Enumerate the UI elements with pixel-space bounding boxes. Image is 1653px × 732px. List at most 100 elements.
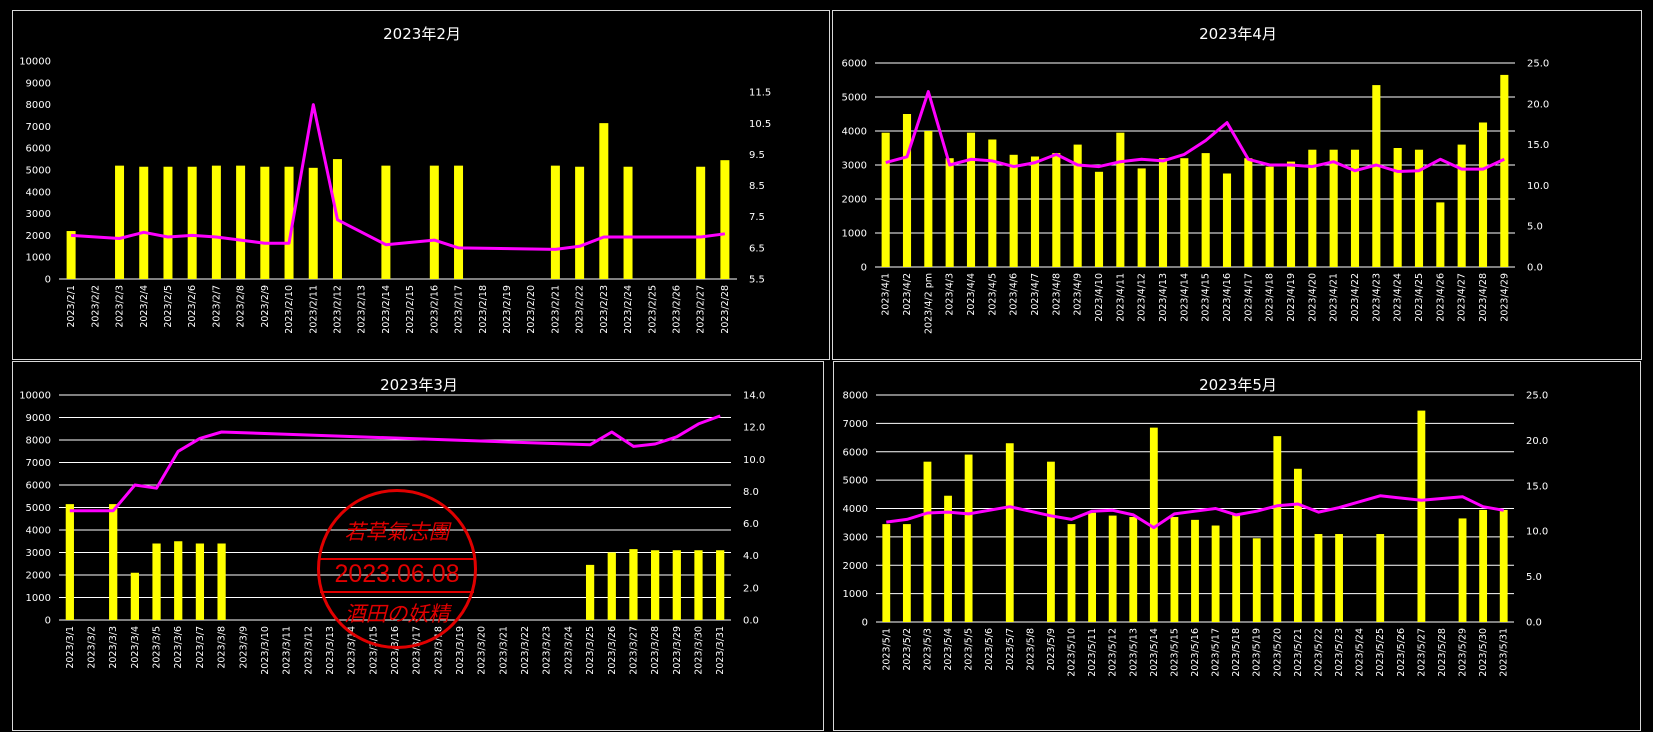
x-tick-label: 2023/4/20	[1307, 273, 1318, 322]
x-tick-label: 2023/5/11	[1087, 628, 1098, 677]
y-left-tick-label: 0	[45, 275, 51, 286]
x-tick-label: 2023/4/4	[966, 273, 977, 316]
x-tick-label: 2023/3/21	[498, 626, 509, 675]
x-tick-label: 2023/2/11	[308, 285, 319, 334]
x-tick-label: 2023/5/1	[881, 628, 892, 671]
bar	[550, 165, 560, 279]
chart-apr: 2023年4月 0 1000 2000 3000 4000 5000 6000 0.0 5.0 10…	[842, 25, 1550, 334]
bar	[966, 132, 976, 267]
x-tick-label: 2023/3/22	[520, 626, 531, 675]
x-tick-label: 2023/2/24	[623, 285, 634, 334]
x-tick-label: 2023/4/28	[1478, 273, 1489, 322]
bar	[1094, 171, 1104, 267]
y-left-tick-label: 0	[45, 616, 51, 627]
y-right-tick-label: 0.0	[743, 616, 759, 627]
x-tick-label: 2023/2/6	[187, 285, 198, 328]
x-tick-label: 2023/3/5	[152, 626, 163, 669]
x-tick-label: 2023/4/29	[1499, 273, 1510, 322]
y-right-tick-label: 6.5	[749, 243, 765, 254]
bar	[1232, 514, 1241, 622]
bar	[651, 550, 660, 620]
bar	[1273, 436, 1282, 622]
y-right-tick-label: 12.0	[743, 423, 765, 434]
y-right-tick-label: 25.0	[1526, 391, 1548, 402]
stamp-band	[320, 558, 474, 593]
x-tick-label: 2023/5/15	[1169, 628, 1180, 677]
bar	[1457, 144, 1466, 267]
x-tick-label: 2023/4/12	[1137, 273, 1148, 322]
y-left-tick-label: 10000	[19, 57, 51, 68]
x-tick-label: 2023/4/16	[1222, 273, 1233, 322]
bar	[1293, 468, 1302, 622]
bar	[599, 123, 609, 279]
x-tick-label: 2023/2/17	[454, 285, 465, 334]
bar	[1286, 161, 1296, 267]
y-left-tick-label: 4000	[26, 526, 51, 537]
x-tick-label: 2023/2/9	[260, 285, 271, 328]
x-tick-label: 2023/3/19	[455, 626, 466, 675]
y-left-tick-label: 1000	[26, 253, 51, 264]
x-tick-label: 2023/5/25	[1375, 628, 1386, 677]
y-right-tick-label: 8.0	[743, 487, 759, 498]
bar	[716, 550, 725, 620]
chart-may: 2023年5月 0 1000 2000 3000 4000 5000 6000 7000 8000…	[843, 376, 1549, 677]
bar	[1458, 518, 1467, 622]
bar	[1180, 158, 1189, 267]
x-tick-label: 2023/3/23	[542, 626, 553, 675]
bar	[1158, 158, 1168, 267]
bar	[260, 166, 270, 279]
bar	[1478, 122, 1488, 267]
x-tick-label: 2023/4/19	[1286, 273, 1297, 322]
bar	[694, 550, 703, 620]
y-right-tick-label: 10.0	[743, 455, 765, 466]
y-right-tick-label: 25.0	[1527, 59, 1549, 70]
bar	[163, 166, 173, 279]
bar	[66, 231, 76, 279]
x-tick-label: 2023/3/7	[195, 626, 206, 669]
x-tick-label: 2023/4/22	[1350, 273, 1361, 322]
bar	[720, 160, 730, 279]
x-tick-label: 2023/3/10	[260, 626, 271, 675]
x-tick-label: 2023/3/15	[368, 626, 379, 675]
series-line	[69, 414, 721, 513]
x-tick-label: 2023/3/17	[412, 626, 423, 675]
bar	[945, 158, 954, 267]
x-tick-label: 2023/4/18	[1265, 273, 1276, 322]
y-left-tick-label: 6000	[26, 144, 51, 155]
bar	[115, 165, 125, 279]
x-tick-label: 2023/2/27	[696, 285, 707, 334]
x-tick-label: 2023/3/31	[715, 626, 726, 675]
x-tick-label: 2023/5/23	[1334, 628, 1345, 677]
bar	[139, 166, 149, 279]
y-left-tick-label: 0	[861, 263, 867, 274]
bar	[1308, 149, 1317, 267]
y-right-tick-label: 6.0	[743, 519, 759, 530]
y-left-tick-label: 3000	[842, 161, 867, 172]
x-tick-label: 2023/2/1	[66, 285, 77, 328]
stamp-date: 2023.06.08	[334, 560, 460, 588]
x-tick-label: 2023/4/8	[1051, 273, 1062, 316]
bar	[1436, 202, 1445, 267]
bar	[1222, 173, 1232, 267]
bar	[1350, 149, 1360, 267]
y-left-tick-label: 5000	[843, 476, 868, 487]
x-tick-label: 2023/2/3	[115, 285, 126, 328]
y-right-tick-label: 4.0	[743, 551, 759, 562]
bar	[902, 114, 912, 267]
x-tick-label: 2023/2/8	[236, 285, 247, 328]
x-tick-label: 2023/2/23	[599, 285, 610, 334]
x-tick-label: 2023/2/28	[720, 285, 731, 334]
x-tick-label: 2023/4/25	[1414, 273, 1425, 322]
x-tick-label: 2023/2/26	[671, 285, 682, 334]
y-right-tick-label: 9.5	[749, 150, 765, 161]
x-tick-label: 2023/4/10	[1094, 273, 1105, 322]
bar	[284, 166, 294, 279]
bar	[623, 166, 633, 279]
chart-panel-feb: 2023年2月 0 1000 2000 3000 4000 5000 6000 7000 8000…	[12, 10, 830, 360]
x-tick-label: 2023/3/28	[650, 626, 661, 675]
bar	[1170, 517, 1179, 622]
x-tick-label: 2023/3/1	[65, 626, 76, 669]
bar	[308, 167, 318, 279]
x-tick-label: 2023/2/10	[284, 285, 295, 334]
y-left-tick-label: 3000	[26, 548, 51, 559]
